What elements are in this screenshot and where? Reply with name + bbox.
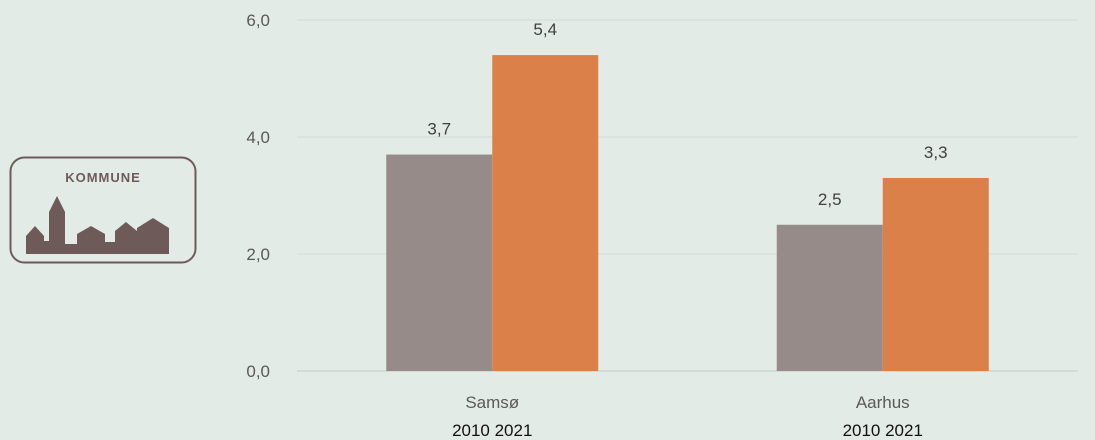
category-label: Aarhus	[856, 393, 910, 412]
town-skyline-icon	[26, 196, 169, 254]
category-label: Samsø	[465, 393, 519, 412]
bar-2010-aarhus	[776, 224, 883, 371]
data-label: 3,7	[427, 120, 451, 139]
logo-frame	[9, 156, 197, 264]
data-label: 3,3	[924, 143, 948, 162]
y-tick-label: 6,0	[246, 11, 270, 30]
y-tick-label: 2,0	[246, 245, 270, 264]
year-sublabel: 2010 2021	[452, 421, 532, 440]
data-label: 2,5	[818, 190, 842, 209]
bar-2021-samsø	[492, 55, 599, 371]
y-tick-label: 4,0	[246, 128, 270, 147]
bar-2021-aarhus	[882, 177, 989, 371]
y-tick-label: 0,0	[246, 362, 270, 381]
year-sublabel: 2010 2021	[843, 421, 923, 440]
kommune-logo: KOMMUNE	[9, 156, 197, 264]
bar-2010-samsø	[386, 154, 493, 371]
logo-text: KOMMUNE	[65, 170, 141, 185]
data-label: 5,4	[533, 20, 557, 39]
